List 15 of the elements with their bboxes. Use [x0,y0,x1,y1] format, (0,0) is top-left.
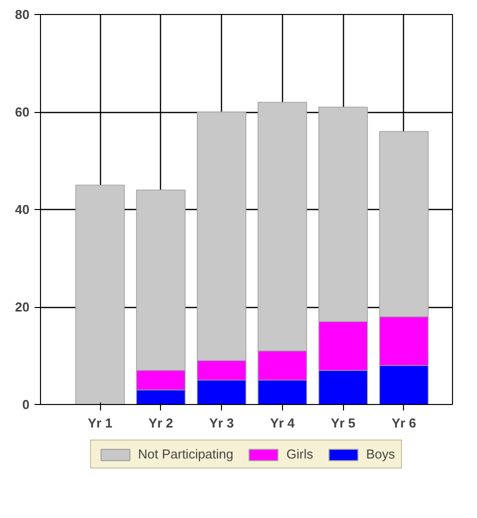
y-tick-label: 40 [15,202,30,217]
x-tick-label: Yr 3 [209,416,234,430]
y-tick-label: 0 [22,397,30,412]
y-tick-label: 80 [15,7,30,22]
x-tick-label: Yr 2 [148,416,174,430]
x-tick-label: Yr 4 [270,416,296,430]
y-tick-label: 60 [15,104,30,120]
x-tick-label: Yr 6 [392,416,416,430]
legend-label: Not Participating [138,446,234,462]
x-tick-label: Yr 5 [330,416,356,430]
bar [75,184,125,404]
legend-label: Boys [366,446,396,462]
legend-label: Girls [286,446,314,462]
x-tick-label: Yr 1 [88,416,112,430]
y-tick-label: 20 [15,300,30,314]
